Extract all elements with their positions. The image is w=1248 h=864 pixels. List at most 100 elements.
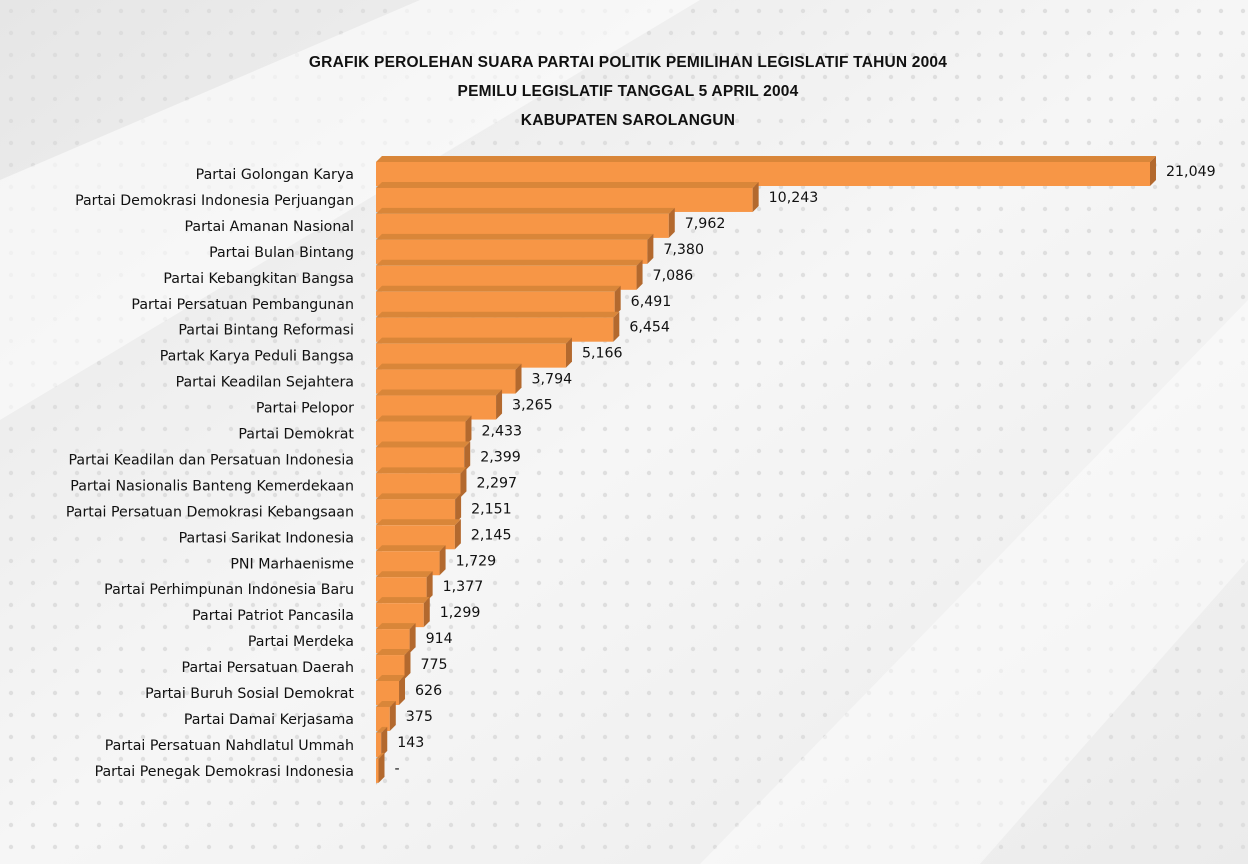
- bar-group: [376, 545, 446, 576]
- bar-group: [376, 259, 643, 290]
- bar-side-face: [464, 441, 471, 472]
- category-label: Partai Amanan Nasional: [184, 219, 354, 235]
- bar-side-face: [1150, 156, 1156, 186]
- bar-side-face: [439, 545, 446, 576]
- bar-side-face: [426, 571, 433, 602]
- bar-top-face: [376, 571, 433, 578]
- bar-top-face: [376, 233, 654, 240]
- bar-group: [376, 623, 416, 654]
- data-label: 3,265: [512, 398, 553, 414]
- bar-side-face: [460, 467, 467, 498]
- bar-group: [376, 571, 433, 602]
- bar-top-face: [376, 623, 416, 630]
- bar-side-face: [668, 207, 675, 238]
- bar-group: [376, 493, 462, 524]
- bar-group: [376, 415, 472, 446]
- bar-group: [376, 519, 461, 550]
- bar-top-face: [376, 156, 1156, 162]
- bar-top-face: [376, 726, 388, 733]
- data-label: 7,380: [663, 242, 704, 258]
- chart-title: GRAFIK PEROLEHAN SUARA PARTAI POLITIK PE…: [308, 54, 948, 71]
- bar-top-face: [376, 649, 411, 656]
- category-label: Partai Keadilan Sejahtera: [176, 375, 354, 391]
- data-label: 21,049: [1166, 164, 1216, 180]
- bar-group: [376, 467, 467, 498]
- category-label: Partak Karya Peduli Bangsa: [160, 349, 354, 365]
- bar-group: [376, 441, 471, 472]
- data-label: 2,399: [480, 449, 521, 465]
- bar: [376, 706, 390, 731]
- data-label: 2,151: [471, 501, 512, 517]
- category-label: Partai Nasionalis Banteng Kemerdekaan: [70, 478, 354, 494]
- category-label: Partai Persatuan Pembangunan: [131, 297, 354, 313]
- bar-group: [376, 337, 572, 368]
- bar-group: [376, 181, 759, 212]
- data-label: 5,166: [582, 346, 623, 362]
- bar-group: [376, 700, 396, 731]
- bar-top-face: [376, 597, 430, 604]
- bar-top-face: [376, 441, 471, 448]
- category-label: PNI Marhaenisme: [230, 556, 354, 572]
- category-label: Partai Bulan Bintang: [209, 245, 354, 261]
- bar: [376, 681, 400, 705]
- bar-top-face: [376, 285, 621, 292]
- bar-top-face: [376, 389, 503, 396]
- chart-subtitle-region: KABUPATEN SAROLANGUN: [520, 112, 736, 129]
- bar-top-face: [376, 311, 620, 318]
- category-label: Partai Pelopor: [256, 401, 354, 417]
- bar-top-face: [376, 363, 522, 370]
- data-label: 914: [426, 631, 453, 647]
- category-label: Partai Demokrasi Indonesia Perjuangan: [75, 193, 354, 209]
- category-label: Partai Persatuan Nahdlatul Ummah: [105, 738, 354, 754]
- category-label: Partasi Sarikat Indonesia: [179, 530, 354, 546]
- data-label: 626: [415, 683, 442, 699]
- bar-side-face: [613, 311, 620, 342]
- bar-top-face: [376, 259, 643, 266]
- bar-side-face: [423, 597, 430, 628]
- category-label: Partai Persatuan Demokrasi Kebangsaan: [66, 504, 354, 520]
- bar-side-face: [614, 285, 621, 316]
- data-label: 7,962: [685, 216, 726, 232]
- bar-side-face: [389, 700, 396, 731]
- bar-side-face: [455, 493, 462, 524]
- bar-side-face: [496, 389, 503, 420]
- bar-group: [376, 675, 406, 705]
- data-label: 2,433: [481, 424, 522, 440]
- category-label: Partai Persatuan Daerah: [182, 660, 354, 676]
- data-label: -: [395, 761, 400, 777]
- bar-group: [376, 285, 621, 316]
- bar-top-face: [376, 519, 461, 526]
- data-label: 6,454: [629, 320, 670, 336]
- bar-top-face: [376, 207, 675, 214]
- bar-group: [376, 363, 522, 394]
- category-label: Partai Kebangkitan Bangsa: [163, 271, 354, 287]
- chart-subtitle: PEMILU LEGISLATIF TANGGAL 5 APRIL 2004: [457, 83, 799, 100]
- bar-group: [376, 311, 620, 342]
- bar-side-face: [565, 337, 572, 368]
- bar-top-face: [376, 415, 472, 422]
- data-label: 775: [420, 657, 447, 673]
- category-label: Partai Golongan Karya: [196, 167, 354, 183]
- bar-side-face: [515, 363, 522, 394]
- data-label: 1,729: [456, 553, 497, 569]
- category-label: Partai Perhimpunan Indonesia Baru: [104, 582, 354, 598]
- category-label: Partai Buruh Sosial Demokrat: [145, 686, 354, 702]
- bar-side-face: [378, 752, 385, 783]
- bar-top-face: [376, 181, 759, 188]
- chart-title-block: GRAFIK PEROLEHAN SUARA PARTAI POLITIK PE…: [0, 50, 1248, 137]
- data-label: 1,377: [443, 579, 484, 595]
- bar-group: [376, 649, 411, 680]
- category-label: Partai Bintang Reformasi: [178, 323, 354, 339]
- bar-side-face: [404, 649, 411, 680]
- bar-group: [376, 752, 385, 783]
- bar-side-face: [381, 726, 388, 757]
- bar-group: [376, 597, 430, 628]
- category-label: Partai Damai Kerjasama: [184, 712, 354, 728]
- bar-side-face: [636, 259, 643, 290]
- bar-side-face: [409, 623, 416, 654]
- data-label: 375: [406, 709, 433, 725]
- category-label: Partai Patriot Pancasila: [192, 608, 354, 624]
- data-label: 2,297: [476, 475, 517, 491]
